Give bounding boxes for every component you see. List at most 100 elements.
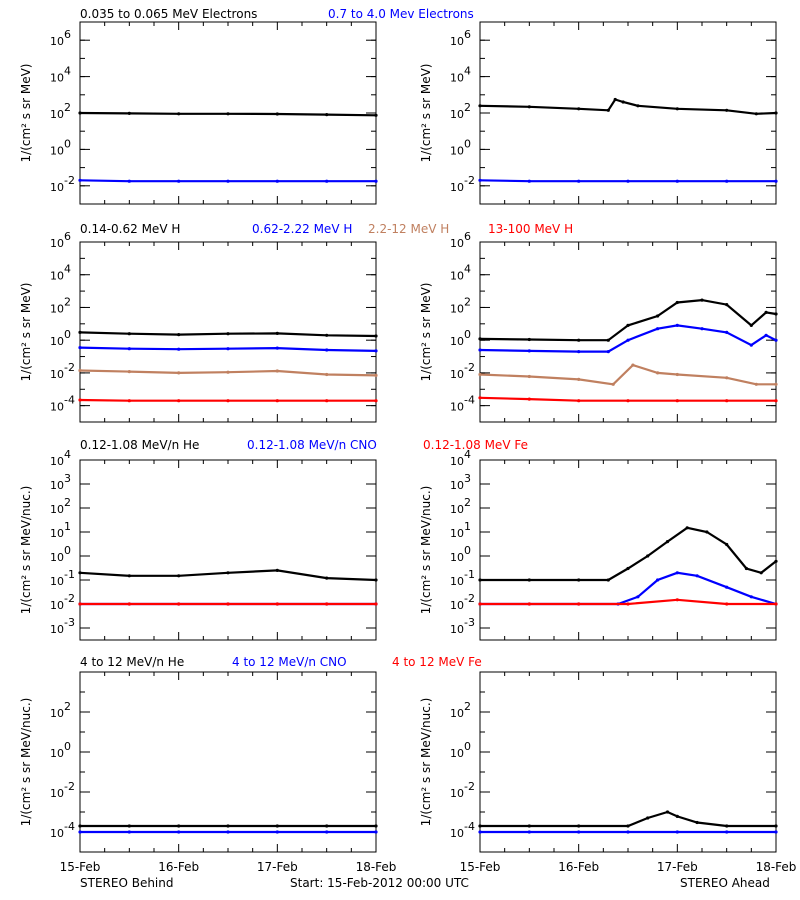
y-tick-exponent: 3 (64, 472, 71, 485)
data-point (774, 559, 778, 563)
y-tick-label: 10 (450, 527, 464, 540)
y-tick-label: 10 (450, 368, 464, 381)
legend-text: 0.62-2.22 MeV H (252, 222, 352, 236)
y-tick-label: 10 (450, 181, 464, 194)
y-tick-exponent: -2 (64, 592, 75, 605)
data-point (577, 338, 581, 342)
data-point (606, 350, 610, 354)
data-point (675, 598, 679, 602)
y-tick-label: 10 (450, 72, 464, 85)
data-point (226, 602, 230, 606)
data-point (626, 179, 630, 183)
y-tick-exponent: 0 (64, 544, 71, 557)
data-point (78, 571, 82, 575)
y-tick-label: 10 (450, 237, 464, 250)
y-tick-exponent: 0 (464, 740, 471, 753)
y-tick-label: 10 (50, 551, 64, 564)
data-point (177, 602, 181, 606)
y-tick-label: 10 (50, 787, 64, 800)
y-tick-exponent: 2 (64, 101, 71, 114)
data-point (626, 602, 630, 606)
data-point (577, 179, 581, 183)
series-line-blue (480, 571, 777, 606)
y-tick-exponent: 2 (64, 295, 71, 308)
data-point (749, 323, 753, 327)
data-point (275, 331, 279, 335)
x-tick-label: 17-Feb (257, 860, 298, 874)
y-tick-exponent: 0 (464, 544, 471, 557)
y-tick-exponent: -2 (64, 780, 75, 793)
data-point (374, 113, 378, 117)
data-point (275, 369, 279, 373)
data-point (478, 396, 482, 400)
data-point (325, 113, 329, 117)
y-tick-exponent: 0 (64, 740, 71, 753)
y-tick-label: 10 (450, 455, 464, 468)
y-tick-exponent: 0 (464, 137, 471, 150)
data-point (725, 376, 729, 380)
series-line-black (479, 298, 777, 342)
data-point (626, 824, 630, 828)
y-tick-exponent: 2 (464, 496, 471, 509)
data-point (478, 578, 482, 582)
y-axis-label: 1/(cm² s sr MeV) (419, 64, 433, 163)
data-point (78, 330, 82, 334)
y-tick-label: 10 (450, 270, 464, 283)
data-point (626, 830, 630, 834)
data-point (275, 830, 279, 834)
data-point (177, 112, 181, 116)
data-point (621, 100, 625, 104)
footer-center-label: Start: 15-Feb-2012 00:00 UTC (290, 876, 469, 890)
data-point (127, 824, 131, 828)
y-tick-label: 10 (450, 35, 464, 48)
data-point (695, 820, 699, 825)
y-tick-label: 10 (50, 623, 64, 636)
y-tick-exponent: -3 (64, 616, 75, 629)
x-tick-label: 17-Feb (657, 860, 698, 874)
y-tick-exponent: 1 (464, 520, 471, 533)
legend-text: 0.12-1.08 MeV/n CNO (247, 438, 377, 452)
data-point (374, 824, 378, 828)
data-point (675, 300, 679, 305)
legend-text: 0.035 to 0.065 MeV Electrons (80, 7, 257, 21)
y-tick-label: 10 (450, 503, 464, 516)
data-point (774, 179, 778, 183)
data-point (374, 578, 378, 582)
y-tick-exponent: 0 (64, 328, 71, 341)
data-point (374, 373, 378, 377)
y-tick-label: 10 (450, 827, 464, 840)
data-point (700, 298, 704, 302)
legend-text: 2.2-12 MeV H (368, 222, 449, 236)
data-point (725, 303, 729, 307)
data-point (78, 602, 82, 606)
data-point (656, 314, 660, 318)
data-point (636, 104, 640, 108)
y-tick-exponent: 2 (464, 101, 471, 114)
data-point (127, 332, 131, 336)
y-tick-label: 10 (50, 455, 64, 468)
data-point (774, 399, 778, 403)
data-point (127, 347, 131, 351)
data-point (478, 602, 482, 606)
data-point (675, 830, 679, 834)
data-point (226, 179, 230, 183)
data-point (78, 830, 82, 834)
data-point (774, 312, 778, 316)
data-point (675, 814, 679, 819)
y-tick-exponent: 4 (464, 65, 471, 78)
x-tick-label: 18-Feb (356, 860, 397, 874)
data-point (577, 350, 581, 354)
y-tick-label: 10 (50, 144, 64, 157)
y-tick-label: 10 (50, 237, 64, 250)
data-point (226, 370, 230, 374)
y-tick-exponent: 6 (64, 230, 71, 243)
data-point (774, 338, 778, 342)
y-tick-label: 10 (50, 72, 64, 85)
data-point (374, 602, 378, 606)
data-point (725, 542, 729, 547)
data-point (325, 399, 329, 403)
y-tick-exponent: 4 (64, 263, 71, 276)
data-point (226, 824, 230, 828)
